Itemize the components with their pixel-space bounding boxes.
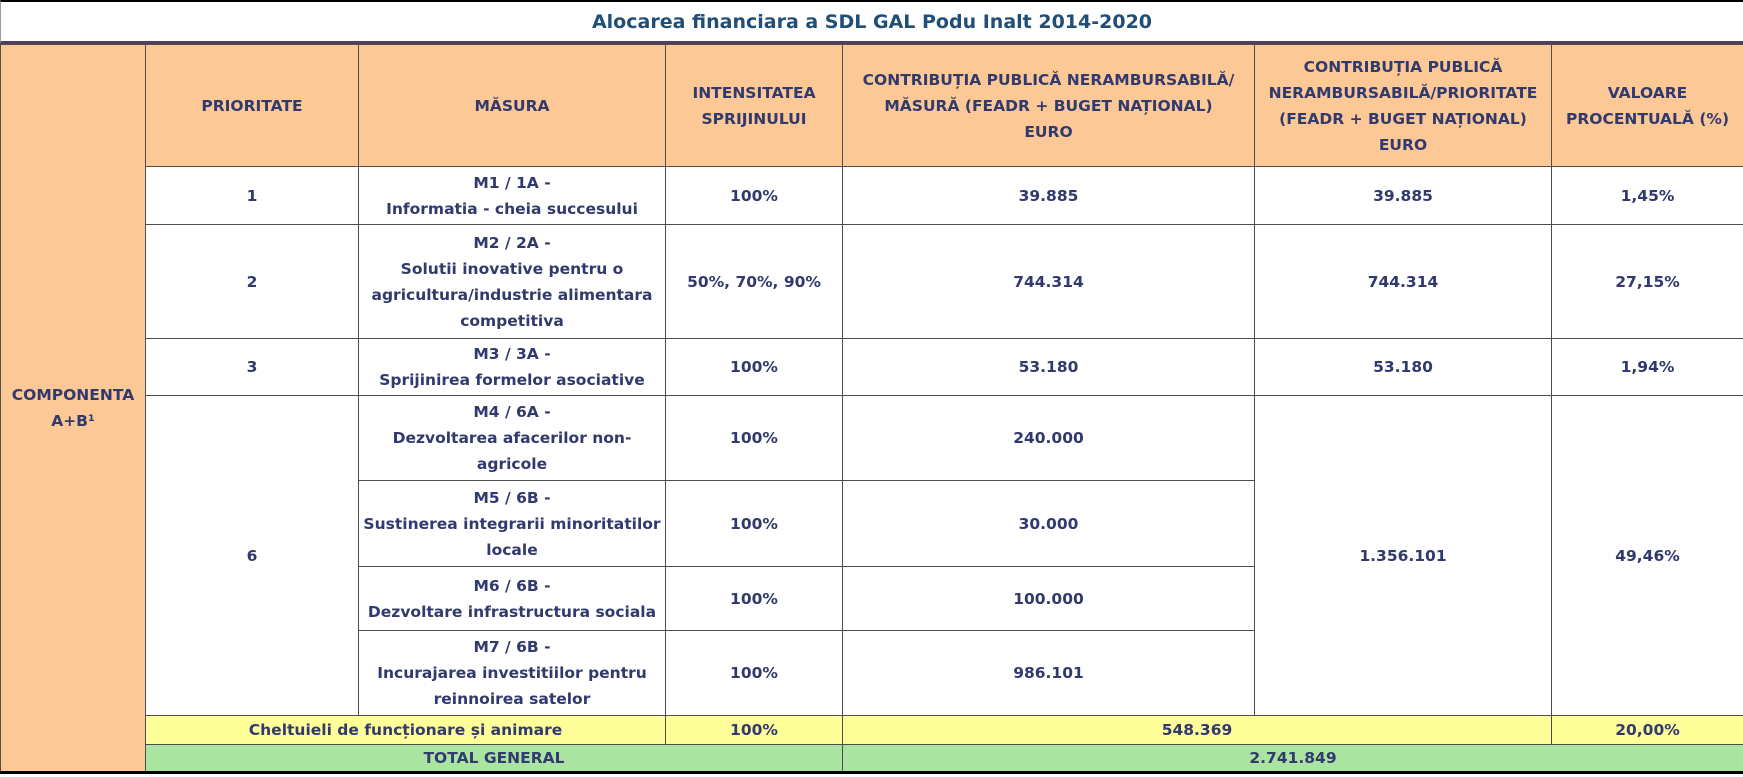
title-bar: Alocarea financiara a SDL GAL Podu Inalt… [0,0,1743,44]
header-prioritate: PRIORITATE [145,44,359,167]
cell-intensitate-m1: 100% [665,166,843,225]
cell-intensitate-m2: 50%, 70%, 90% [665,224,843,339]
cell-contributie-prioritate-m3: 53.180 [1254,338,1552,396]
cell-masura-m7: M7 / 6B - Incurajarea investitiilor pent… [358,630,666,716]
allocation-table: COMPONENTA A+B¹ PRIORITATE MĂSURA INTENS… [0,44,1743,774]
cell-intensitate-m6: 100% [665,566,843,631]
cell-contributie-masura-m7: 986.101 [842,630,1255,716]
cell-intensitate-m7: 100% [665,630,843,716]
cell-contributie-masura-m6: 100.000 [842,566,1255,631]
cell-contributie-prioritate-m2: 744.314 [1254,224,1552,339]
cell-valoare-m3: 1,94% [1551,338,1743,396]
cell-contributie-masura-m3: 53.180 [842,338,1255,396]
cell-valoare-m2: 27,15% [1551,224,1743,339]
table-row: 3 M3 / 3A - Sprijinirea formelor asociat… [1,338,1743,396]
componenta-cell: COMPONENTA A+B¹ [0,44,146,773]
header-masura: MĂSURA [358,44,666,167]
functioning-label: Cheltuieli de funcționare și animare [145,715,666,745]
cell-contributie-prioritate-m1: 39.885 [1254,166,1552,225]
cell-valoare-m1: 1,45% [1551,166,1743,225]
total-label: TOTAL GENERAL [145,744,843,773]
table-row: 2 M2 / 2A - Solutii inovative pentru o a… [1,224,1743,339]
cell-contributie-masura-m1: 39.885 [842,166,1255,225]
cell-contributie-masura-m2: 744.314 [842,224,1255,339]
table-row: 1 M1 / 1A - Informatia - cheia succesulu… [1,166,1743,225]
header-contributie-prioritate: CONTRIBUȚIA PUBLICĂ NERAMBURSABILĂ/PRIOR… [1254,44,1552,167]
cell-contributie-prioritate-6: 1.356.101 [1254,395,1552,716]
cell-valoare-6: 49,46% [1551,395,1743,716]
cell-masura-m3: M3 / 3A - Sprijinirea formelor asociativ… [358,338,666,396]
functioning-row: Cheltuieli de funcționare și animare 100… [1,715,1743,745]
cell-masura-m6: M6 / 6B - Dezvoltare infrastructura soci… [358,566,666,631]
header-row: COMPONENTA A+B¹ PRIORITATE MĂSURA INTENS… [0,44,1743,773]
header-valoare: VALOARE PROCENTUALĂ (%) [1551,44,1743,167]
cell-masura-m1: M1 / 1A - Informatia - cheia succesului [358,166,666,225]
header-intensitatea: INTENSITATEA SPRIJINULUI [665,44,843,167]
table-row: M5 / 6B - Sustinerea integrarii minorita… [1,480,1743,567]
cell-prioritate-m2: 2 [145,224,359,339]
cell-contributie-masura-m4: 240.000 [842,395,1255,481]
table-row: 6 M4 / 6A - Dezvoltarea afacerilor non-a… [1,395,1743,716]
cell-contributie-masura-m5: 30.000 [842,480,1255,567]
header-contributie-masura: CONTRIBUȚIA PUBLICĂ NERAMBURSABILĂ/ MĂSU… [842,44,1255,167]
functioning-procent: 20,00% [1551,715,1743,745]
total-value: 2.741.849 [842,744,1743,773]
functioning-intensitate: 100% [665,715,843,745]
cell-prioritate-m3: 3 [145,338,359,396]
cell-masura-m4: M4 / 6A - Dezvoltarea afacerilor non-agr… [358,395,666,481]
cell-intensitate-m5: 100% [665,480,843,567]
cell-intensitate-m4: 100% [665,395,843,481]
cell-masura-m2: M2 / 2A - Solutii inovative pentru o agr… [358,224,666,339]
table-row: M6 / 6B - Dezvoltare infrastructura soci… [1,566,1743,631]
total-row: TOTAL GENERAL 2.741.849 [1,744,1743,773]
cell-prioritate-m1: 1 [145,166,359,225]
functioning-value: 548.369 [842,715,1552,745]
page-title: Alocarea financiara a SDL GAL Podu Inalt… [591,10,1153,33]
table-row: M7 / 6B - Incurajarea investitiilor pent… [1,630,1743,716]
cell-prioritate-6: 6 [145,395,359,716]
cell-masura-m5: M5 / 6B - Sustinerea integrarii minorita… [358,480,666,567]
cell-intensitate-m3: 100% [665,338,843,396]
